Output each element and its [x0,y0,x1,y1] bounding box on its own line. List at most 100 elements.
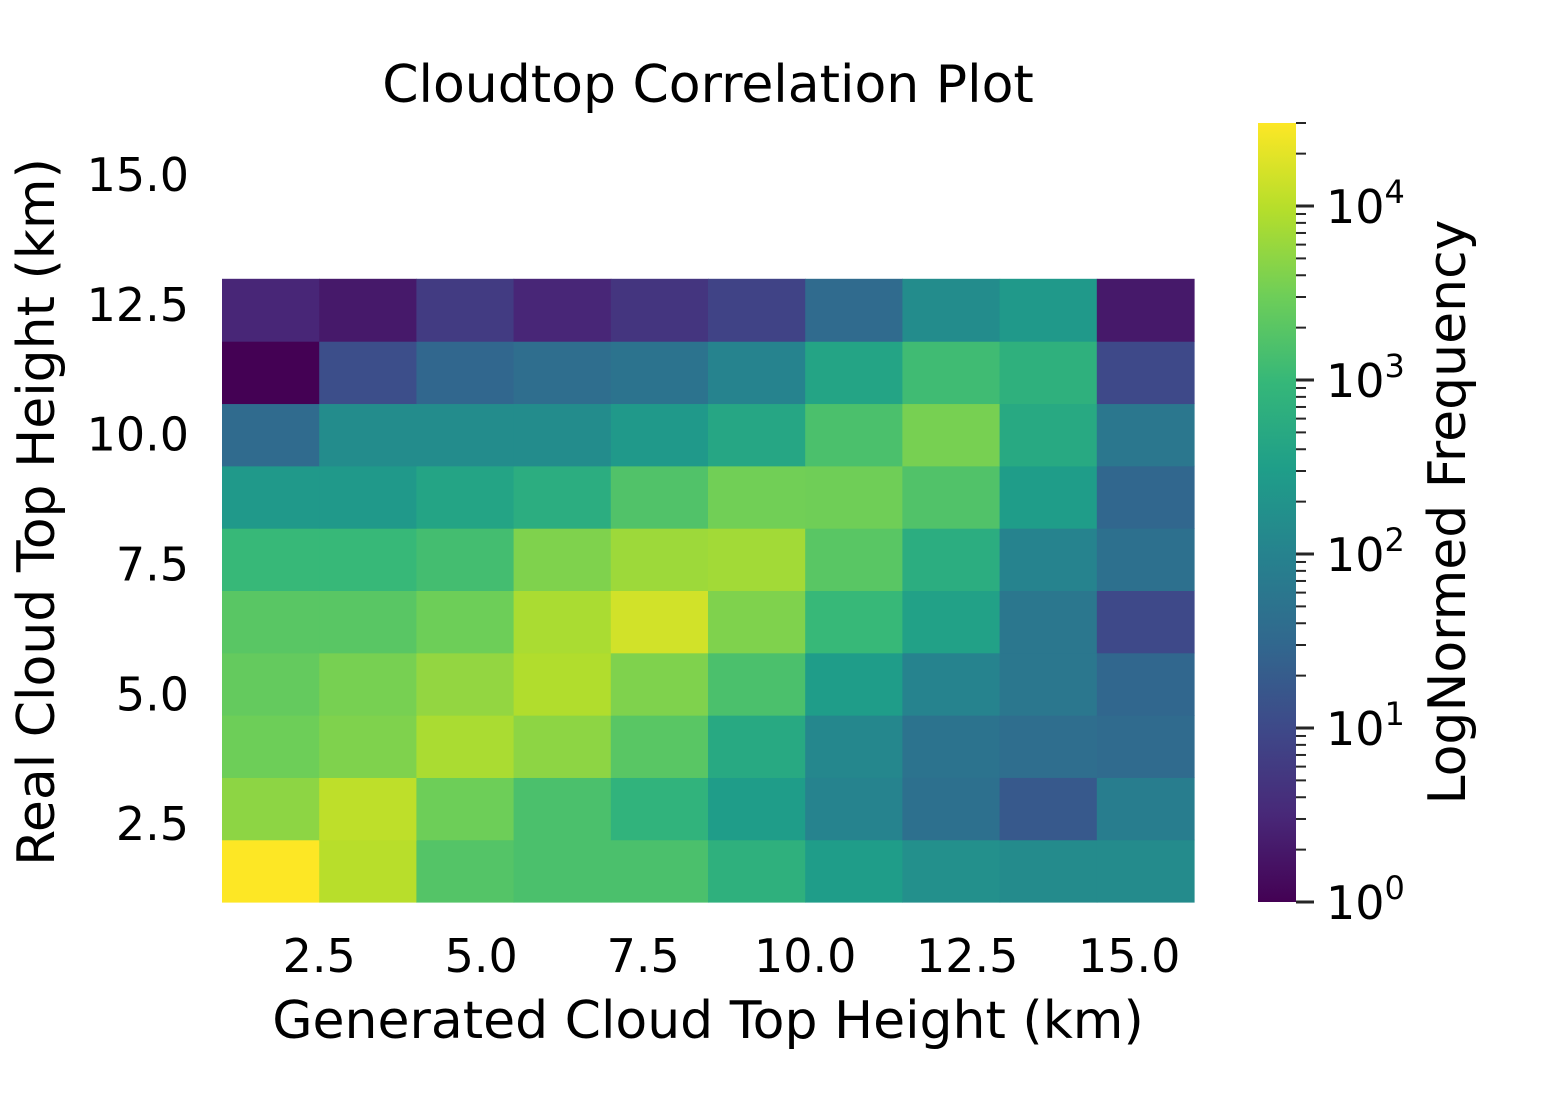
heatmap-cell [1096,652,1195,716]
heatmap-cell [513,715,612,778]
y-tick-label: 2.5 [116,797,189,851]
heatmap-cell [416,839,515,903]
heatmap-cell [222,403,320,467]
colorbar-tick-label: 101 [1326,695,1405,756]
heatmap-cell [1096,465,1195,529]
heatmap-cell [319,403,417,467]
heatmap-cell [805,528,903,591]
heatmap-cell [319,528,417,591]
heatmap-cell [416,403,515,467]
heatmap-cell [1096,278,1195,342]
heatmap-cell [902,465,1001,529]
heatmap-cell [513,403,612,467]
heatmap-cell [319,465,417,529]
heatmap-cell [902,590,1001,654]
heatmap-cell [222,839,320,903]
heatmap-cell [902,652,1001,716]
x-tick-label: 5.0 [445,929,518,983]
heatmap-cell [319,278,417,342]
heatmap-cell [416,278,515,342]
x-axis-label: Generated Cloud Top Height (km) [272,991,1144,1051]
heatmap-cell [513,528,612,591]
heatmap-cell [610,715,709,778]
colorbar-tick-label: 103 [1326,347,1405,408]
heatmap-cell [708,403,806,467]
heatmap-cell [902,403,1001,467]
heatmap-cell [222,590,320,654]
heatmap-cell [222,465,320,529]
heatmap-cell [708,528,806,591]
heatmap-cell [708,652,806,716]
heatmap-cell [222,528,320,591]
x-tick-label: 7.5 [607,929,680,983]
x-tick-label: 12.5 [916,929,1018,983]
colorbar-label: LogNormed Frequency [1418,220,1478,805]
heatmap-cell [416,715,515,778]
heatmap-cell [319,590,417,654]
heatmap-cell [513,777,612,841]
heatmap-cell [708,465,806,529]
heatmap-cell [610,590,709,654]
heatmap-cell [805,715,903,778]
heatmap-cell [416,341,515,405]
heatmap-cell [222,341,320,405]
heatmap-cell [805,341,903,405]
heatmap-cells [222,278,1195,903]
heatmap-cell [902,839,1001,903]
heatmap-cell [610,341,709,405]
heatmap-cell [610,652,709,716]
heatmap-cell [902,278,1001,342]
heatmap-cell [999,652,1098,716]
heatmap-cell [513,839,612,903]
y-tick-label: 10.0 [87,408,189,462]
heatmap-cell [999,839,1098,903]
y-axis-ticks: 2.5 5.0 7.5 10.0 12.5 15.0 [87,148,189,851]
colorbar-tick-label: 100 [1326,869,1405,930]
heatmap-cell [1096,528,1195,591]
colorbar-tick-label: 102 [1326,521,1405,582]
heatmap-cell [708,278,806,342]
heatmap-cell [999,465,1098,529]
x-tick-label: 15.0 [1078,929,1180,983]
heatmap-cell [902,777,1001,841]
heatmap-cell [319,839,417,903]
heatmap-cell [805,777,903,841]
heatmap-cell [1096,839,1195,903]
y-tick-label: 5.0 [116,667,189,721]
heatmap-cell [610,839,709,903]
heatmap-cell [902,528,1001,591]
colorbar [1258,123,1296,902]
heatmap-cell [805,403,903,467]
x-axis-ticks: 2.5 5.0 7.5 10.0 12.5 15.0 [283,929,1181,983]
heatmap-cell [610,278,709,342]
heatmap-cell [513,465,612,529]
heatmap-cell [1096,403,1195,467]
heatmap-cell [416,777,515,841]
heatmap-cell [1096,341,1195,405]
heatmap-cell [513,341,612,405]
x-tick-label: 10.0 [754,929,856,983]
heatmap-cell [319,715,417,778]
heatmap-cell [805,652,903,716]
heatmap-cell [416,590,515,654]
heatmap-cell [999,777,1098,841]
heatmap-cell [222,715,320,778]
heatmap-cell [610,465,709,529]
heatmap-cell [222,278,320,342]
heatmap-cell [999,590,1098,654]
heatmap-cell [222,777,320,841]
heatmap-cell [999,403,1098,467]
heatmap-cell [319,341,417,405]
heatmap-cell [708,777,806,841]
heatmap-cell [708,715,806,778]
heatmap-cell [805,839,903,903]
heatmap-cell [1096,590,1195,654]
heatmap-cell [610,777,709,841]
heatmap-cell [902,341,1001,405]
heatmap-cell [708,839,806,903]
heatmap-cell [610,403,709,467]
heatmap-cell [416,652,515,716]
heatmap-cell [999,715,1098,778]
heatmap-cell [805,278,903,342]
